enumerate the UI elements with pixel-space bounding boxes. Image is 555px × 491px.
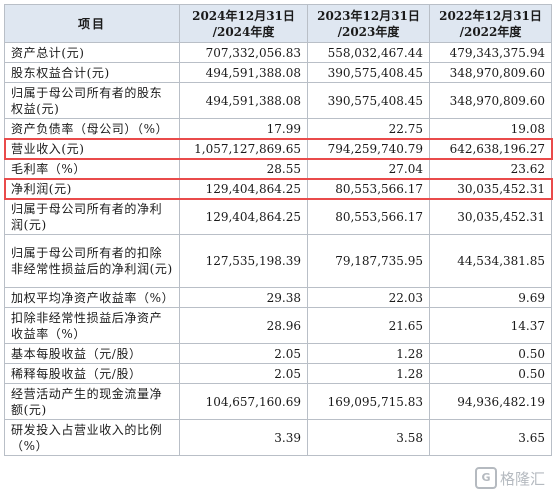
cell-2024: 2.05 bbox=[179, 363, 308, 384]
financial-summary-table: 项目 2024年12月31日/2024年度 2023年12月31日/2023年度… bbox=[4, 4, 552, 456]
cell-2024: 707,332,056.83 bbox=[179, 42, 308, 63]
cell-2024: 129,404,864.25 bbox=[179, 198, 308, 235]
row-label: 资产负债率（母公司）（%） bbox=[4, 118, 180, 139]
cell-2023: 794,259,740.79 bbox=[307, 138, 430, 159]
header-2023: 2023年12月31日/2023年度 bbox=[307, 4, 430, 43]
row-label: 净利润(元) bbox=[4, 178, 180, 199]
cell-2023: 80,553,566.17 bbox=[307, 198, 430, 235]
cell-2022: 479,343,375.94 bbox=[429, 42, 552, 63]
row-label: 扣除非经常性损益后净资产收益率（%） bbox=[4, 307, 180, 344]
cell-2023: 22.03 bbox=[307, 287, 430, 308]
cell-2022: 642,638,196.27 bbox=[429, 138, 552, 159]
cell-2024: 127,535,198.39 bbox=[179, 234, 308, 288]
cell-2024: 17.99 bbox=[179, 118, 308, 139]
cell-2023: 169,095,715.83 bbox=[307, 383, 430, 420]
cell-2022: 94,936,482.19 bbox=[429, 383, 552, 420]
cell-2023: 79,187,735.95 bbox=[307, 234, 430, 288]
table-row: 毛利率（%） 28.55 27.04 23.62 bbox=[4, 158, 552, 179]
row-label: 营业收入(元) bbox=[4, 138, 180, 159]
cell-2023: 27.04 bbox=[307, 158, 430, 179]
table-row: 归属于母公司所有者的股东权益(元) 494,591,388.08 390,575… bbox=[4, 82, 552, 119]
header-2024: 2024年12月31日/2024年度 bbox=[179, 4, 308, 43]
cell-2022: 0.50 bbox=[429, 363, 552, 384]
cell-2023: 22.75 bbox=[307, 118, 430, 139]
row-label: 稀释每股收益（元/股） bbox=[4, 363, 180, 384]
table-row: 扣除非经常性损益后净资产收益率（%） 28.96 21.65 14.37 bbox=[4, 307, 552, 344]
table-row: 归属于母公司所有者的净利润(元) 129,404,864.25 80,553,5… bbox=[4, 198, 552, 235]
cell-2022: 14.37 bbox=[429, 307, 552, 344]
table-row: 股东权益合计(元) 494,591,388.08 390,575,408.45 … bbox=[4, 62, 552, 83]
cell-2022: 3.65 bbox=[429, 419, 552, 456]
row-label: 研发投入占营业收入的比例（%） bbox=[4, 419, 180, 456]
cell-2022: 30,035,452.31 bbox=[429, 198, 552, 235]
cell-2023: 1.28 bbox=[307, 343, 430, 364]
watermark: G 格隆汇 bbox=[474, 467, 545, 489]
cell-2022: 30,035,452.31 bbox=[429, 178, 552, 199]
cell-2022: 0.50 bbox=[429, 343, 552, 364]
table-row-revenue: 营业收入(元) 1,057,127,869.65 794,259,740.79 … bbox=[4, 138, 552, 159]
row-label: 归属于母公司所有者的扣除非经常性损益后的净利润(元) bbox=[4, 234, 180, 288]
row-label: 毛利率（%） bbox=[4, 158, 180, 179]
financial-table-container: 项目 2024年12月31日/2024年度 2023年12月31日/2023年度… bbox=[4, 4, 552, 456]
header-2022: 2022年12月31日/2022年度 bbox=[429, 4, 552, 43]
row-label: 资产总计(元) bbox=[4, 42, 180, 63]
table-row: 加权平均净资产收益率（%） 29.38 22.03 9.69 bbox=[4, 287, 552, 308]
table-row: 研发投入占营业收入的比例（%） 3.39 3.58 3.65 bbox=[4, 419, 552, 456]
watermark-text: 格隆汇 bbox=[499, 469, 545, 488]
cell-2024: 129,404,864.25 bbox=[179, 178, 308, 199]
table-row: 基本每股收益（元/股） 2.05 1.28 0.50 bbox=[4, 343, 552, 364]
cell-2023: 80,553,566.17 bbox=[307, 178, 430, 199]
cell-2024: 2.05 bbox=[179, 343, 308, 364]
cell-2023: 558,032,467.44 bbox=[307, 42, 430, 63]
watermark-logo-icon: G bbox=[474, 467, 497, 489]
table-row: 稀释每股收益（元/股） 2.05 1.28 0.50 bbox=[4, 363, 552, 384]
cell-2024: 3.39 bbox=[179, 419, 308, 456]
cell-2024: 494,591,388.08 bbox=[179, 82, 308, 119]
table-row: 经营活动产生的现金流量净额(元) 104,657,160.69 169,095,… bbox=[4, 383, 552, 420]
row-label: 归属于母公司所有者的净利润(元) bbox=[4, 198, 180, 235]
table-row: 归属于母公司所有者的扣除非经常性损益后的净利润(元) 127,535,198.3… bbox=[4, 234, 552, 288]
cell-2024: 28.96 bbox=[179, 307, 308, 344]
cell-2023: 390,575,408.45 bbox=[307, 62, 430, 83]
row-label: 经营活动产生的现金流量净额(元) bbox=[4, 383, 180, 420]
row-label: 股东权益合计(元) bbox=[4, 62, 180, 83]
table-row-net-profit: 净利润(元) 129,404,864.25 80,553,566.17 30,0… bbox=[4, 178, 552, 199]
cell-2022: 23.62 bbox=[429, 158, 552, 179]
row-label: 基本每股收益（元/股） bbox=[4, 343, 180, 364]
cell-2023: 1.28 bbox=[307, 363, 430, 384]
cell-2022: 9.69 bbox=[429, 287, 552, 308]
table-row: 资产负债率（母公司）（%） 17.99 22.75 19.08 bbox=[4, 118, 552, 139]
cell-2023: 390,575,408.45 bbox=[307, 82, 430, 119]
cell-2024: 1,057,127,869.65 bbox=[179, 138, 308, 159]
cell-2024: 494,591,388.08 bbox=[179, 62, 308, 83]
cell-2022: 348,970,809.60 bbox=[429, 62, 552, 83]
table-row: 资产总计(元) 707,332,056.83 558,032,467.44 47… bbox=[4, 42, 552, 63]
cell-2024: 104,657,160.69 bbox=[179, 383, 308, 420]
table-header-row: 项目 2024年12月31日/2024年度 2023年12月31日/2023年度… bbox=[4, 4, 552, 43]
cell-2022: 19.08 bbox=[429, 118, 552, 139]
cell-2022: 44,534,381.85 bbox=[429, 234, 552, 288]
cell-2023: 3.58 bbox=[307, 419, 430, 456]
row-label: 归属于母公司所有者的股东权益(元) bbox=[4, 82, 180, 119]
cell-2024: 28.55 bbox=[179, 158, 308, 179]
row-label: 加权平均净资产收益率（%） bbox=[4, 287, 180, 308]
header-item: 项目 bbox=[4, 4, 180, 43]
cell-2024: 29.38 bbox=[179, 287, 308, 308]
cell-2022: 348,970,809.60 bbox=[429, 82, 552, 119]
cell-2023: 21.65 bbox=[307, 307, 430, 344]
